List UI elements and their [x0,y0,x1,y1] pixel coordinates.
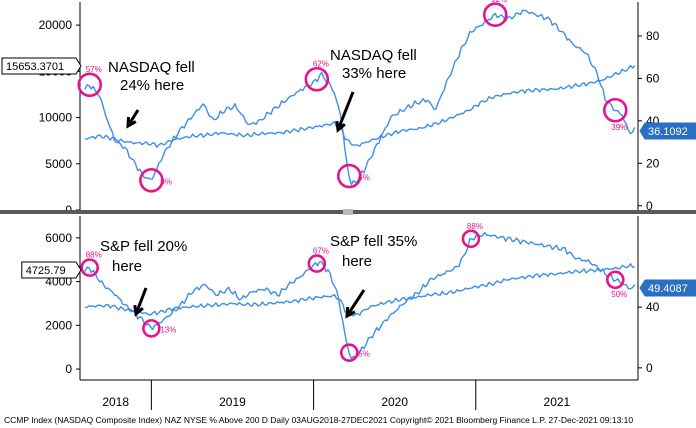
marker-pct-label: 5% [358,173,370,182]
marker-pct-label: 62% [313,59,329,68]
highlight-circle [142,319,161,338]
annotation-text: here [342,253,372,270]
highlight-circle [602,97,628,123]
x-tick-label: 2021 [544,395,571,409]
series-line-index [84,263,635,317]
annotation-text: S&P fell 20% [100,238,187,255]
annotation-text: NASDAQ fell [330,47,417,64]
arrow-head [345,306,356,319]
x-tick-label: 2018 [102,395,129,409]
annotation-text: 33% here [342,65,406,82]
marker-pct-label: 67% [313,247,329,256]
right-tick-label: 0 [646,361,653,375]
left-tick-label: 10000 [39,111,73,125]
annotation-text: S&P fell 35% [330,233,417,250]
right-last-value-text: 36.1092 [648,126,688,138]
divider-handle[interactable] [343,209,353,215]
highlight-circle [80,258,100,277]
left-tick-label: 6000 [45,231,72,245]
right-last-value-label: 36.1092 [639,122,696,140]
highlight-circle [336,163,362,189]
highlight-circle [339,343,359,362]
highlight-circle [307,254,327,273]
annotation-text: NASDAQ fell [108,59,195,76]
left-last-value-label: 4725.79 [21,261,82,279]
marker-pct-label: 88% [467,222,483,231]
top-panel: 0500010000150002000002040608057%9%62%5%9… [1,0,696,217]
highlight-circle [461,229,481,249]
left-tick-label: 20000 [39,18,73,32]
right-tick-label: 40 [646,300,660,314]
series-line-pct-above-200d [84,231,636,360]
left-last-value-text: 15653.3701 [6,61,64,73]
annotation-text: here [112,258,142,275]
arrow-head [335,120,346,133]
marker-pct-label: 50% [611,290,627,299]
annotation-text: 24% here [120,77,184,94]
arrow-head [133,304,144,317]
right-tick-label: 80 [646,29,660,43]
x-tick-label: 2020 [381,395,408,409]
marker-pct-label: 57% [86,65,102,74]
series-line-index [84,64,636,148]
marker-pct-label: 9% [160,177,172,186]
highlight-circle [139,167,164,193]
highlight-circle [304,66,330,92]
left-tick-label: 2000 [45,318,72,332]
x-axis: 2018 2019 2020 2021 [0,209,696,410]
x-tick-label: 2019 [219,395,246,409]
arrow-head [126,116,137,129]
arrow-shaft [126,109,140,127]
left-last-value-label: 15653.3701 [1,57,82,75]
right-last-value-text: 49.4087 [648,283,688,295]
right-last-value-label: 49.4087 [639,279,696,297]
marker-pct-label: 13% [160,325,176,334]
right-tick-label: 20 [646,156,660,170]
left-tick-label: 0 [65,362,72,376]
marker-pct-label: 5% [358,350,370,359]
marker-pct-label: 88% [86,251,102,260]
arrow-shaft [336,91,355,131]
right-tick-label: 0 [646,199,653,213]
highlight-circle [482,2,508,28]
marker-pct-label: 92% [491,0,507,4]
footer-text: CCMP Index (NASDAQ Composite Index) NAZ … [4,415,633,425]
highlight-circle [77,72,103,98]
arrow-shaft [134,287,148,315]
marker-pct-label: 39% [611,123,627,132]
highlight-circle [605,270,625,290]
left-tick-label: 5000 [45,157,72,171]
series-line-pct-above-200d [84,9,636,186]
right-tick-label: 60 [646,71,660,85]
arrow-shaft [345,289,366,317]
left-last-value-text: 4725.79 [26,265,66,277]
